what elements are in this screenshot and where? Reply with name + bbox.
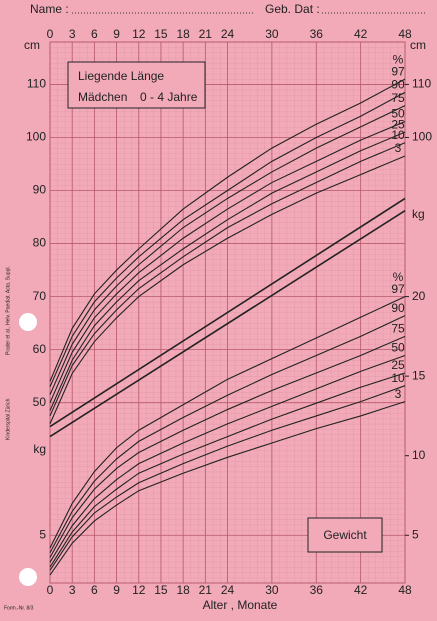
chart-title: Gewicht xyxy=(323,528,367,542)
legend-title: % xyxy=(393,270,404,284)
percentile-label: 10 xyxy=(391,128,405,142)
y-tick-label: 100 xyxy=(26,130,46,144)
age-range: 0 - 4 Jahre xyxy=(140,90,198,104)
reference-line xyxy=(49,209,406,438)
percentile-line xyxy=(49,354,406,563)
x-tick-label: 24 xyxy=(221,27,235,41)
x-tick-label: 42 xyxy=(354,27,368,41)
percentile-label: 90 xyxy=(391,78,405,92)
y-axis-unit: kg xyxy=(412,207,425,221)
x-tick-label: 24 xyxy=(221,583,235,597)
y-tick-label: 80 xyxy=(33,236,47,250)
x-tick-label: 9 xyxy=(113,583,120,597)
y-tick-label-right: 100 xyxy=(412,130,432,144)
percentile-label: 75 xyxy=(391,91,405,105)
percentile-label: 97 xyxy=(391,282,405,296)
form-number: Form.-Nr. 8/3 xyxy=(4,605,34,611)
x-tick-label: 6 xyxy=(91,27,98,41)
punch-hole xyxy=(19,568,37,586)
x-tick-label: 36 xyxy=(310,27,324,41)
x-tick-label: 0 xyxy=(47,583,54,597)
percentile-line xyxy=(49,296,406,549)
x-tick-label: 0 xyxy=(47,27,54,41)
percentile-line xyxy=(49,131,406,411)
percentile-label: 75 xyxy=(391,322,405,336)
percentile-line xyxy=(49,335,406,558)
percentile-label: 50 xyxy=(391,341,405,355)
y-tick-label: 70 xyxy=(33,289,47,303)
punch-hole xyxy=(19,313,37,331)
percentile-line xyxy=(49,315,406,554)
percentile-line xyxy=(49,78,406,382)
x-tick-label: 21 xyxy=(199,583,213,597)
percentile-label: 97 xyxy=(391,64,405,78)
x-tick-label: 3 xyxy=(69,27,76,41)
x-tick-label: 30 xyxy=(265,27,279,41)
percentile-label: 50 xyxy=(391,107,405,121)
y-axis-unit: cm xyxy=(410,38,426,52)
y-tick-label-right: 20 xyxy=(412,289,426,303)
percentile-line xyxy=(49,105,406,395)
reference-line xyxy=(49,197,406,428)
x-tick-label: 36 xyxy=(310,583,324,597)
x-tick-label: 18 xyxy=(176,27,190,41)
x-tick-label: 48 xyxy=(398,583,412,597)
x-tick-label: 3 xyxy=(69,583,76,597)
x-tick-label: 42 xyxy=(354,583,368,597)
y-tick-label: 90 xyxy=(33,183,47,197)
side-note: Prader et al., Helv. Paediat. Acta, Supp… xyxy=(5,266,11,355)
x-tick-label: 6 xyxy=(91,583,98,597)
date-label: Geb. Dat : xyxy=(265,2,320,16)
y-tick-label-right: 110 xyxy=(412,77,431,91)
chart-title: Liegende Länge xyxy=(78,69,164,83)
percentile-label: 3 xyxy=(395,387,402,401)
x-axis-label: Alter , Monate xyxy=(203,598,278,612)
title-box xyxy=(67,61,206,109)
y-tick-label-right: 10 xyxy=(412,448,426,462)
x-tick-label: 21 xyxy=(199,27,213,41)
percentile-line xyxy=(49,155,406,425)
y-tick-label: 50 xyxy=(33,395,47,409)
percentile-line xyxy=(49,91,406,387)
percentile-label: 10 xyxy=(391,371,405,385)
x-tick-label: 48 xyxy=(398,27,412,41)
percentile-line xyxy=(49,142,406,417)
title-box xyxy=(307,517,383,553)
y-tick-label: 5 xyxy=(39,527,46,541)
y-tick-label: 110 xyxy=(27,77,46,91)
x-tick-label: 15 xyxy=(154,27,168,41)
x-tick-label: 12 xyxy=(132,583,146,597)
y-tick-label-right: 5 xyxy=(412,527,419,541)
percentile-line xyxy=(49,385,406,571)
percentile-label: 3 xyxy=(395,141,402,155)
y-axis-unit: cm xyxy=(24,38,40,52)
y-axis-unit: kg xyxy=(33,442,46,456)
side-note: Kinderspital Zürich xyxy=(5,398,11,440)
subtitle: Mädchen xyxy=(78,90,127,104)
legend-title: % xyxy=(393,52,404,66)
x-tick-label: 18 xyxy=(176,583,190,597)
x-tick-label: 12 xyxy=(132,27,146,41)
percentile-line xyxy=(49,372,406,568)
name-label: Name : xyxy=(30,2,69,16)
y-tick-label: 60 xyxy=(33,342,47,356)
x-tick-label: 30 xyxy=(265,583,279,597)
percentile-label: 90 xyxy=(391,301,405,315)
percentile-label: 25 xyxy=(391,358,405,372)
percentile-line xyxy=(49,121,406,403)
x-tick-label: 15 xyxy=(154,583,168,597)
percentile-label: 25 xyxy=(391,117,405,131)
y-tick-label-right: 15 xyxy=(412,368,426,382)
x-tick-label: 9 xyxy=(113,27,120,41)
percentile-line xyxy=(49,401,406,576)
